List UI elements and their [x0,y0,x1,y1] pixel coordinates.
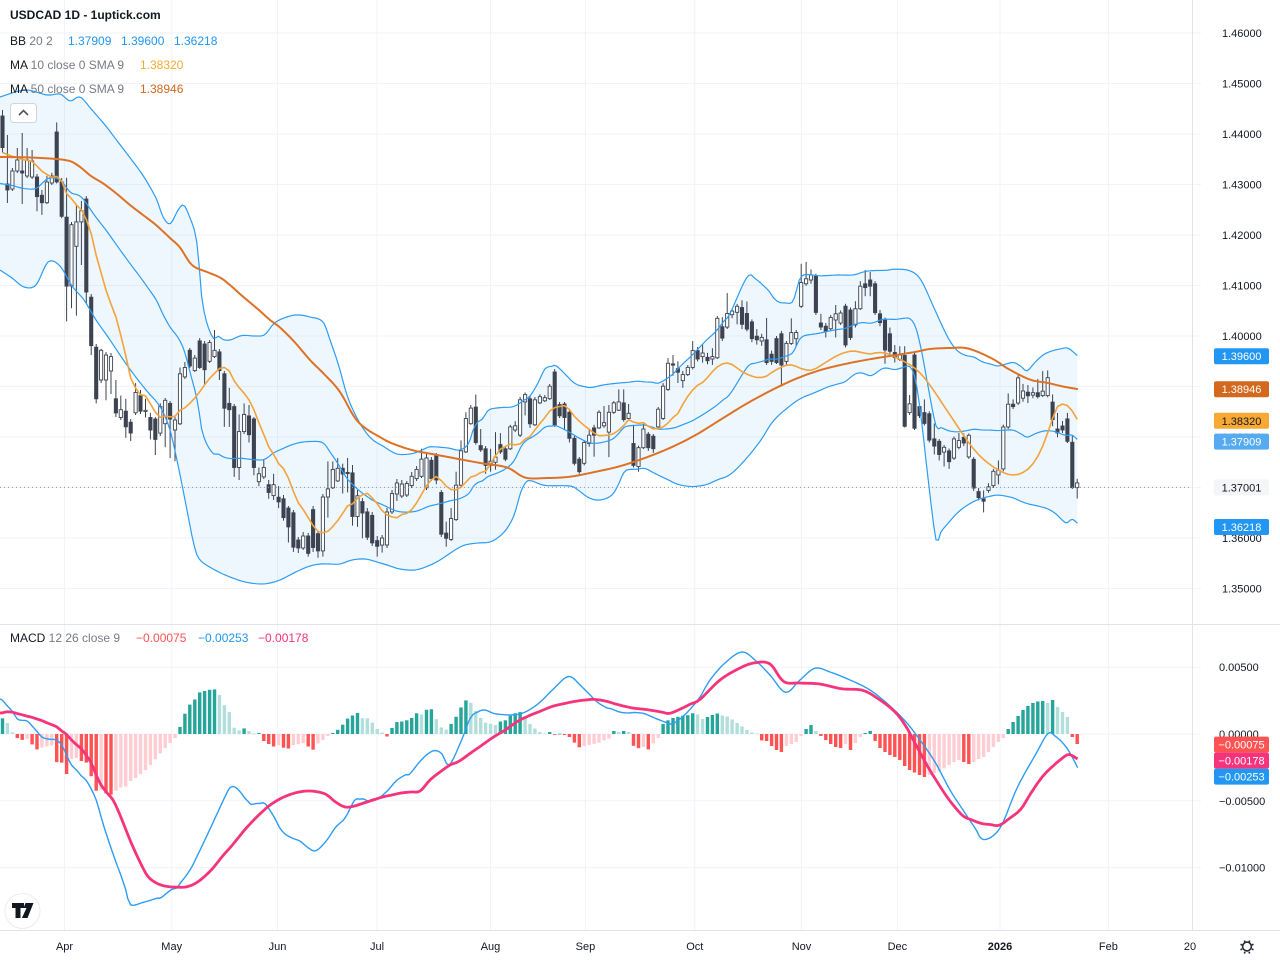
svg-text:Jun: Jun [269,941,287,953]
svg-text:Nov: Nov [792,941,812,953]
svg-text:1.37909: 1.37909 [68,34,112,48]
svg-text:BB 20 2: BB 20 2 [10,34,53,48]
svg-text:1.41000: 1.41000 [1222,281,1262,293]
svg-text:1.37909: 1.37909 [1222,437,1262,449]
svg-text:MA 10 close 0 SMA 9: MA 10 close 0 SMA 9 [10,58,124,72]
svg-text:MACD 12 26 close 9: MACD 12 26 close 9 [10,631,120,645]
svg-text:1.36218: 1.36218 [1222,522,1262,534]
svg-text:Jul: Jul [370,941,384,953]
svg-text:1.37001: 1.37001 [1222,482,1262,494]
svg-text:1.35000: 1.35000 [1222,584,1262,596]
svg-text:Dec: Dec [888,941,908,953]
svg-text:−0.00178: −0.00178 [1218,756,1264,768]
svg-text:−0.00500: −0.00500 [1219,796,1265,808]
svg-text:1.46000: 1.46000 [1222,28,1262,40]
svg-text:20: 20 [1184,941,1196,953]
svg-text:1.45000: 1.45000 [1222,79,1262,91]
svg-text:1.39600: 1.39600 [121,34,165,48]
svg-text:−0.00253: −0.00253 [1218,772,1264,784]
svg-text:USDCAD 1D - 1uptick.com: USDCAD 1D - 1uptick.com [10,8,161,22]
svg-text:1.39600: 1.39600 [1222,351,1262,363]
svg-text:−0.01000: −0.01000 [1219,863,1265,875]
svg-text:MA 50 close 0 SMA 9: MA 50 close 0 SMA 9 [10,82,124,96]
svg-text:1.36218: 1.36218 [174,34,218,48]
svg-text:1.42000: 1.42000 [1222,230,1262,242]
svg-text:Apr: Apr [56,941,73,953]
svg-text:Feb: Feb [1099,941,1118,953]
svg-text:1.38320: 1.38320 [140,58,184,72]
svg-text:−0.00178: −0.00178 [258,631,309,645]
svg-text:May: May [161,941,182,953]
svg-text:1.40000: 1.40000 [1222,331,1262,343]
svg-text:Oct: Oct [686,941,703,953]
svg-text:1.43000: 1.43000 [1222,180,1262,192]
svg-text:−0.00253: −0.00253 [198,631,249,645]
svg-text:0.00500: 0.00500 [1219,662,1259,674]
svg-text:1.38320: 1.38320 [1222,416,1262,428]
svg-text:−0.00075: −0.00075 [136,631,187,645]
svg-text:1.38946: 1.38946 [1222,384,1262,396]
svg-text:Aug: Aug [481,941,501,953]
svg-text:1.36000: 1.36000 [1222,533,1262,545]
svg-text:1.38946: 1.38946 [140,82,184,96]
svg-text:1.44000: 1.44000 [1222,129,1262,141]
svg-text:Sep: Sep [576,941,596,953]
svg-text:−0.00075: −0.00075 [1218,740,1264,752]
svg-text:2026: 2026 [988,941,1012,953]
